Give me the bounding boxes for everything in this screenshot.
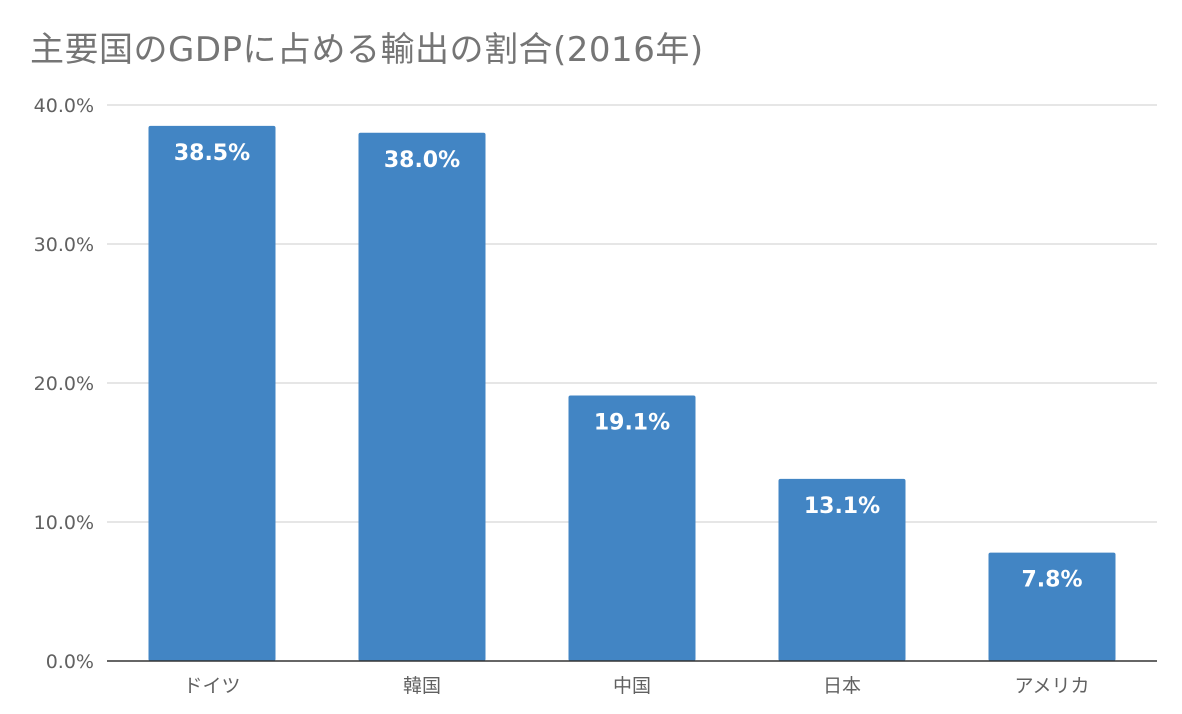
y-tick-label: 30.0% bbox=[34, 234, 94, 256]
data-label: 7.8% bbox=[1021, 568, 1082, 593]
gridlines bbox=[107, 104, 1157, 523]
data-label: 13.1% bbox=[804, 494, 880, 519]
bar bbox=[568, 395, 696, 661]
y-tick-label: 20.0% bbox=[34, 373, 94, 395]
x-tick-label: ドイツ bbox=[183, 675, 240, 697]
y-tick-label: 10.0% bbox=[34, 512, 94, 534]
y-axis-ticks: 0.0% 10.0% 20.0% 30.0% 40.0% bbox=[34, 95, 94, 673]
bar bbox=[988, 552, 1116, 661]
x-tick-label: 中国 bbox=[613, 675, 651, 697]
data-labels: 38.5% 38.0% 19.1% 13.1% 7.8% bbox=[174, 141, 1083, 593]
bar bbox=[778, 478, 906, 661]
data-label: 38.5% bbox=[174, 141, 250, 166]
y-tick-label: 40.0% bbox=[34, 95, 94, 117]
bar bbox=[358, 132, 486, 662]
x-axis-ticks: ドイツ 韓国 中国 日本 アメリカ bbox=[183, 675, 1089, 697]
bars bbox=[148, 125, 1116, 662]
chart-title: 主要国のGDPに占める輸出の割合(2016年) bbox=[30, 30, 704, 70]
y-tick-label: 0.0% bbox=[46, 651, 94, 673]
data-label: 19.1% bbox=[594, 411, 670, 436]
x-tick-label: 韓国 bbox=[403, 675, 441, 697]
data-label: 38.0% bbox=[384, 148, 460, 173]
bar bbox=[148, 125, 276, 662]
x-tick-label: アメリカ bbox=[1014, 675, 1089, 697]
x-tick-label: 日本 bbox=[823, 675, 861, 697]
